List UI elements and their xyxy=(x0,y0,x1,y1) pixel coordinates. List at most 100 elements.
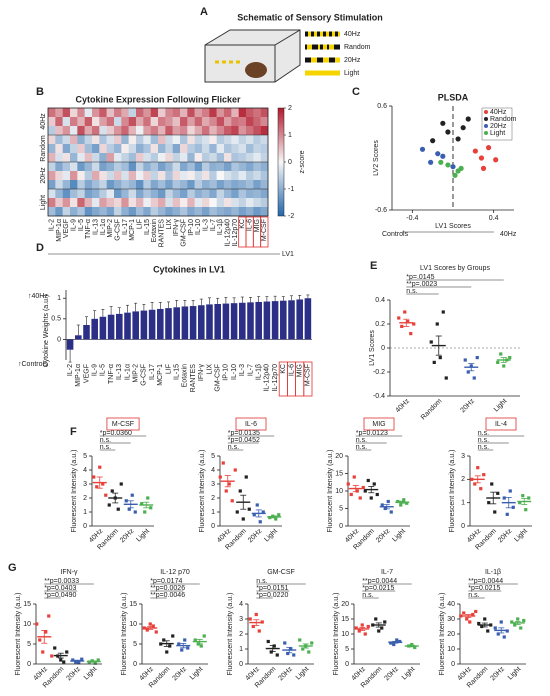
bar xyxy=(198,305,205,340)
heatmap-cell xyxy=(70,180,78,190)
data-point xyxy=(283,641,287,645)
heatmap-cell xyxy=(136,162,144,172)
data-point xyxy=(254,612,258,617)
x-tick-label: 20Hz xyxy=(119,527,136,544)
column-label: IFN-γ xyxy=(173,219,180,237)
data-point xyxy=(389,641,393,645)
heatmap-cell xyxy=(180,207,188,217)
heatmap-cell xyxy=(216,153,225,163)
x-tick-label: IL-12p70 xyxy=(272,364,279,392)
heatmap-cell xyxy=(216,126,225,136)
point xyxy=(440,153,446,159)
heatmap-cell xyxy=(158,117,166,127)
heatmap-cell xyxy=(106,162,115,172)
heatmap-cell xyxy=(180,189,188,199)
heatmap-cell xyxy=(187,126,195,136)
heatmap-cell xyxy=(48,162,56,172)
data-point xyxy=(143,510,147,514)
heatmap-cell xyxy=(77,198,85,208)
heatmap-cell xyxy=(92,126,100,136)
data-point xyxy=(275,653,279,657)
heatmap-cell xyxy=(84,117,93,127)
y-tick-label: 3 xyxy=(239,616,243,623)
heatmap-cell xyxy=(194,207,203,217)
heatmap-cell xyxy=(106,108,115,118)
heatmap-cell xyxy=(209,126,217,136)
data-point xyxy=(432,360,436,364)
panel-label: D xyxy=(36,242,44,254)
heatmap-cell xyxy=(143,198,151,208)
column-label: M-CSF xyxy=(261,219,268,241)
panel-label: G xyxy=(8,562,17,574)
data-point xyxy=(358,496,362,500)
heatmap-cell xyxy=(187,189,195,199)
data-point xyxy=(377,629,381,633)
y-axis-label: LV2 Scores xyxy=(373,140,380,176)
y-tick-label: -0.6 xyxy=(375,207,387,214)
y-tick-label: -0.2 xyxy=(373,369,385,376)
schematic-title: Schematic of Sensory Stimulation xyxy=(237,12,383,22)
heatmap-cell xyxy=(246,144,254,154)
data-point xyxy=(244,475,248,479)
heatmap-cell xyxy=(62,117,71,127)
heatmap-cell xyxy=(92,180,100,190)
y-tick-label: 10 xyxy=(341,631,349,638)
data-point xyxy=(392,642,396,647)
bar xyxy=(263,301,271,340)
heatmap-cell xyxy=(238,207,247,217)
significance-label: n.s. xyxy=(406,288,417,295)
data-point xyxy=(148,622,152,626)
panel-label: C xyxy=(352,86,360,98)
x-tick-label: IL-3 xyxy=(239,364,246,376)
heatmap-cell xyxy=(150,135,159,145)
heatmap-cell xyxy=(114,153,122,163)
heatmap-cell xyxy=(216,207,225,217)
heatmap-cell xyxy=(48,198,56,208)
y-tick-label: 4 xyxy=(211,467,215,474)
heatmap-cell xyxy=(260,180,269,190)
heatmap-cell xyxy=(253,153,261,163)
data-point xyxy=(372,482,376,486)
column-label: IL-1α xyxy=(100,219,107,235)
heatmap-cell xyxy=(92,117,100,127)
data-point xyxy=(499,352,503,356)
row-label: 20Hz xyxy=(40,167,47,184)
heatmap-cell xyxy=(62,189,71,199)
point xyxy=(478,155,485,161)
x-tick-label: IL-1β xyxy=(256,364,263,380)
data-point xyxy=(107,503,111,507)
heatmap-cell xyxy=(224,117,232,127)
heatmap-cell xyxy=(106,198,115,208)
x-tick-label: 20Hz xyxy=(383,665,400,682)
heatmap-cell xyxy=(172,117,181,127)
significance-label: *p=0.0174 xyxy=(150,578,182,585)
heatmap-cell xyxy=(246,117,254,127)
heatmap-cell xyxy=(165,144,173,154)
y-tick-label: 1 xyxy=(83,509,87,516)
heatmap-cell xyxy=(194,153,203,163)
data-point xyxy=(479,487,483,491)
bar xyxy=(280,300,287,340)
significance-label: *p=0.0215 xyxy=(468,585,500,592)
chart-title: MIG xyxy=(372,421,385,428)
heatmap-cell xyxy=(216,144,225,154)
heatmap-cell xyxy=(121,117,129,127)
condition-label: Random xyxy=(344,44,371,51)
data-point xyxy=(363,632,367,636)
heatmap-cell xyxy=(114,126,122,136)
y-tick-label: 1 xyxy=(239,646,243,653)
data-point xyxy=(496,360,500,364)
column-label: GM-CSF xyxy=(181,219,188,247)
heatmap-cell xyxy=(70,135,78,145)
y-axis-label: Fluorescent Intensity (a.u.) xyxy=(199,450,206,533)
heatmap-cell xyxy=(253,180,261,190)
heatmap-cell xyxy=(238,198,247,208)
y-tick-label: 5 xyxy=(133,641,137,648)
data-point xyxy=(511,505,515,509)
heatmap-cell xyxy=(194,180,203,190)
chart-title: IL-1β xyxy=(485,569,501,576)
heatmap-cell xyxy=(99,126,107,136)
y-tick-label: 0.4 xyxy=(375,297,385,304)
heatmap-cell xyxy=(48,171,56,181)
heatmap-cell xyxy=(62,198,71,208)
